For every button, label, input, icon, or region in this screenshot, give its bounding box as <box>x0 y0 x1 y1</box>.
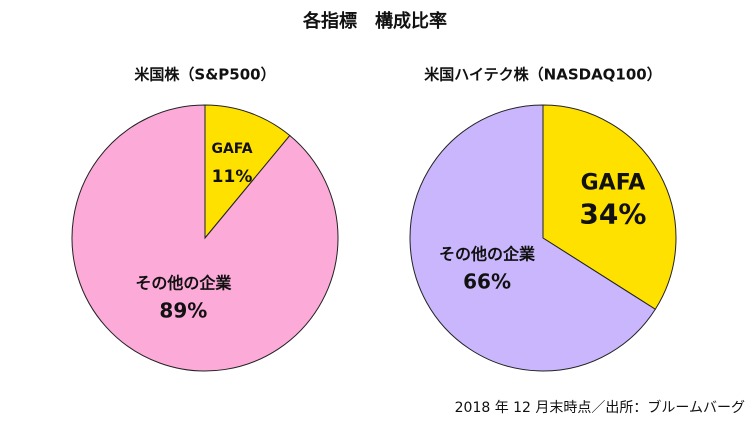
pie-slice <box>409 104 656 372</box>
slice-label: GAFA <box>211 141 252 157</box>
slice-value-label: 89% <box>159 299 207 323</box>
source-note: 2018 年 12 月末時点／出所：ブルームバーグ <box>455 399 745 416</box>
pie-title: 米国ハイテク株（NASDAQ100） <box>424 66 662 84</box>
pie-slice <box>542 104 677 310</box>
slice-value-label: 34% <box>579 198 646 231</box>
pie-title: 米国株（S&P500） <box>134 66 275 84</box>
slice-label: その他の企業 <box>439 244 536 263</box>
pie-slice <box>204 104 291 240</box>
slice-value-label: 11% <box>212 167 253 187</box>
pie-slice <box>71 104 339 372</box>
slice-label: GAFA <box>581 171 646 196</box>
slice-label: その他の企業 <box>135 274 232 293</box>
slice-value-label: 66% <box>463 269 511 293</box>
page-title: 各指標 構成比率 <box>302 10 447 32</box>
